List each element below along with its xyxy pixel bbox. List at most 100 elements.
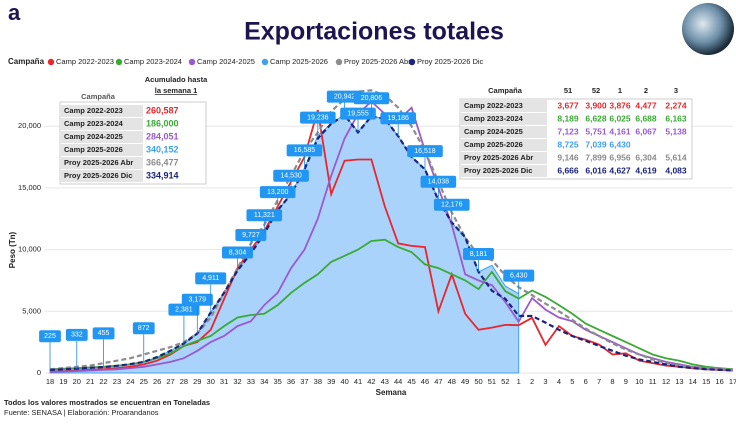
- table-cell: 8,189: [557, 113, 579, 123]
- x-tick-label: 32: [233, 377, 241, 386]
- legend-label: Camp 2023-2024: [124, 57, 182, 66]
- source: Fuente: SENASA | Elaboración: Proarandan…: [4, 408, 159, 417]
- table-cell: Proy 2025-2026 Dic: [464, 166, 532, 175]
- x-tick-label: 25: [140, 377, 148, 386]
- x-tick-label: 5: [570, 377, 574, 386]
- data-label: 19,236: [307, 114, 329, 121]
- table-cell: 6,688: [635, 113, 657, 123]
- table-header: Acumulado hasta: [145, 75, 208, 84]
- callout-box: [380, 112, 416, 125]
- callout-box: [463, 248, 495, 261]
- callout-box: [503, 269, 535, 282]
- x-tick-label: 12: [662, 377, 670, 386]
- x-tick-label: 9: [624, 377, 628, 386]
- data-label: 8,181: [470, 251, 488, 258]
- x-tick-label: 38: [314, 377, 322, 386]
- x-tick-label: 41: [354, 377, 362, 386]
- table-cell: 4,627: [609, 165, 631, 175]
- x-tick-label: 50: [474, 377, 482, 386]
- callout-box: [300, 111, 336, 124]
- table-header: Campaña: [81, 92, 116, 101]
- data-label: 455: [98, 330, 110, 337]
- table-cell: 6,430: [609, 139, 631, 149]
- globe-image: [682, 3, 734, 55]
- y-axis-label: Peso (Tn): [8, 231, 17, 268]
- table-cell: 2,274: [665, 100, 687, 110]
- table-cell: 9,146: [557, 152, 579, 162]
- table-cell: 6,304: [635, 152, 657, 162]
- table-cell: 4,477: [635, 100, 657, 110]
- legend-label: Camp 2024-2025: [197, 57, 255, 66]
- table-header: Campaña: [488, 86, 523, 95]
- data-label: 9,727: [242, 232, 260, 239]
- data-label: 4,911: [202, 275, 219, 282]
- table-cell: Proy 2025-2026 Abr: [464, 153, 533, 162]
- table-cell-bg: [61, 105, 143, 117]
- callout-box: [286, 144, 323, 157]
- callout-box: [273, 169, 309, 182]
- y-tick-label: 15,000: [18, 183, 41, 192]
- x-tick-label: 20: [73, 377, 81, 386]
- x-tick-label: 29: [193, 377, 201, 386]
- x-tick-label: 52: [501, 377, 509, 386]
- x-tick-label: 28: [180, 377, 188, 386]
- x-tick-label: 21: [86, 377, 94, 386]
- table-cell: 186,000: [146, 118, 179, 128]
- table-cell-bg: [461, 113, 547, 125]
- table-cell: 6,025: [609, 113, 631, 123]
- callout-box: [420, 175, 457, 188]
- x-tick-label: 24: [126, 377, 134, 386]
- callout-box: [259, 186, 296, 199]
- table-cell: Camp 2024-2025: [64, 132, 123, 141]
- data-label: 16,518: [414, 148, 436, 155]
- callout-box: [340, 107, 376, 120]
- table-cell: Proy 2025-2026 Abr: [64, 158, 133, 167]
- x-tick-label: 34: [260, 377, 268, 386]
- line: [49, 113, 734, 372]
- table-cell: 6,628: [585, 113, 607, 123]
- table-cell-bg: [461, 152, 547, 164]
- callout-box: [433, 198, 470, 211]
- legend-marker: [115, 58, 123, 66]
- table-cell-bg: [61, 144, 143, 156]
- x-axis-label: Semana: [376, 388, 407, 397]
- data-label: 14,530: [280, 173, 302, 180]
- x-tick-label: 48: [448, 377, 456, 386]
- callout-box: [407, 145, 443, 158]
- x-tick-label: 18: [46, 377, 54, 386]
- table-cell: 3,876: [609, 100, 631, 110]
- table-cell: 3,900: [585, 100, 607, 110]
- table-cell: 5,138: [665, 126, 687, 136]
- table-header: 52: [592, 86, 600, 95]
- table-header: 1: [618, 86, 622, 95]
- legend-title: Campaña: [8, 57, 45, 66]
- x-tick-label: 17: [729, 377, 736, 386]
- x-tick-label: 10: [635, 377, 643, 386]
- table-cell: 4,161: [609, 126, 631, 136]
- legend-label: Proy 2025-2026 Abr: [344, 57, 411, 66]
- x-tick-label: 1: [517, 377, 521, 386]
- y-tick-label: 0: [37, 368, 41, 377]
- line: [49, 89, 734, 371]
- x-tick-label: 44: [394, 377, 402, 386]
- logo: a: [8, 0, 21, 25]
- chart-title: Exportaciones totales: [244, 18, 504, 46]
- x-tick-label: 45: [407, 377, 415, 386]
- data-label: 332: [71, 332, 83, 339]
- table-cell: 6,016: [585, 165, 607, 175]
- legend-marker: [408, 58, 416, 66]
- data-label: 3,179: [189, 297, 207, 304]
- x-tick-label: 8: [610, 377, 614, 386]
- table-cell: Camp 2022-2023: [464, 101, 523, 110]
- table-cell: Camp 2024-2025: [464, 127, 523, 136]
- data-label: 16,585: [294, 147, 316, 154]
- table-cell: 7,899: [585, 152, 607, 162]
- table-cell: 5,614: [665, 152, 687, 162]
- y-tick-label: 20,000: [18, 121, 41, 130]
- table-cell: 6,163: [665, 113, 687, 123]
- callout-box: [235, 228, 267, 241]
- table-cell-bg: [61, 118, 143, 130]
- table-cell: Camp 2023-2024: [464, 114, 524, 123]
- x-tick-label: 35: [273, 377, 281, 386]
- x-tick-label: 40: [340, 377, 348, 386]
